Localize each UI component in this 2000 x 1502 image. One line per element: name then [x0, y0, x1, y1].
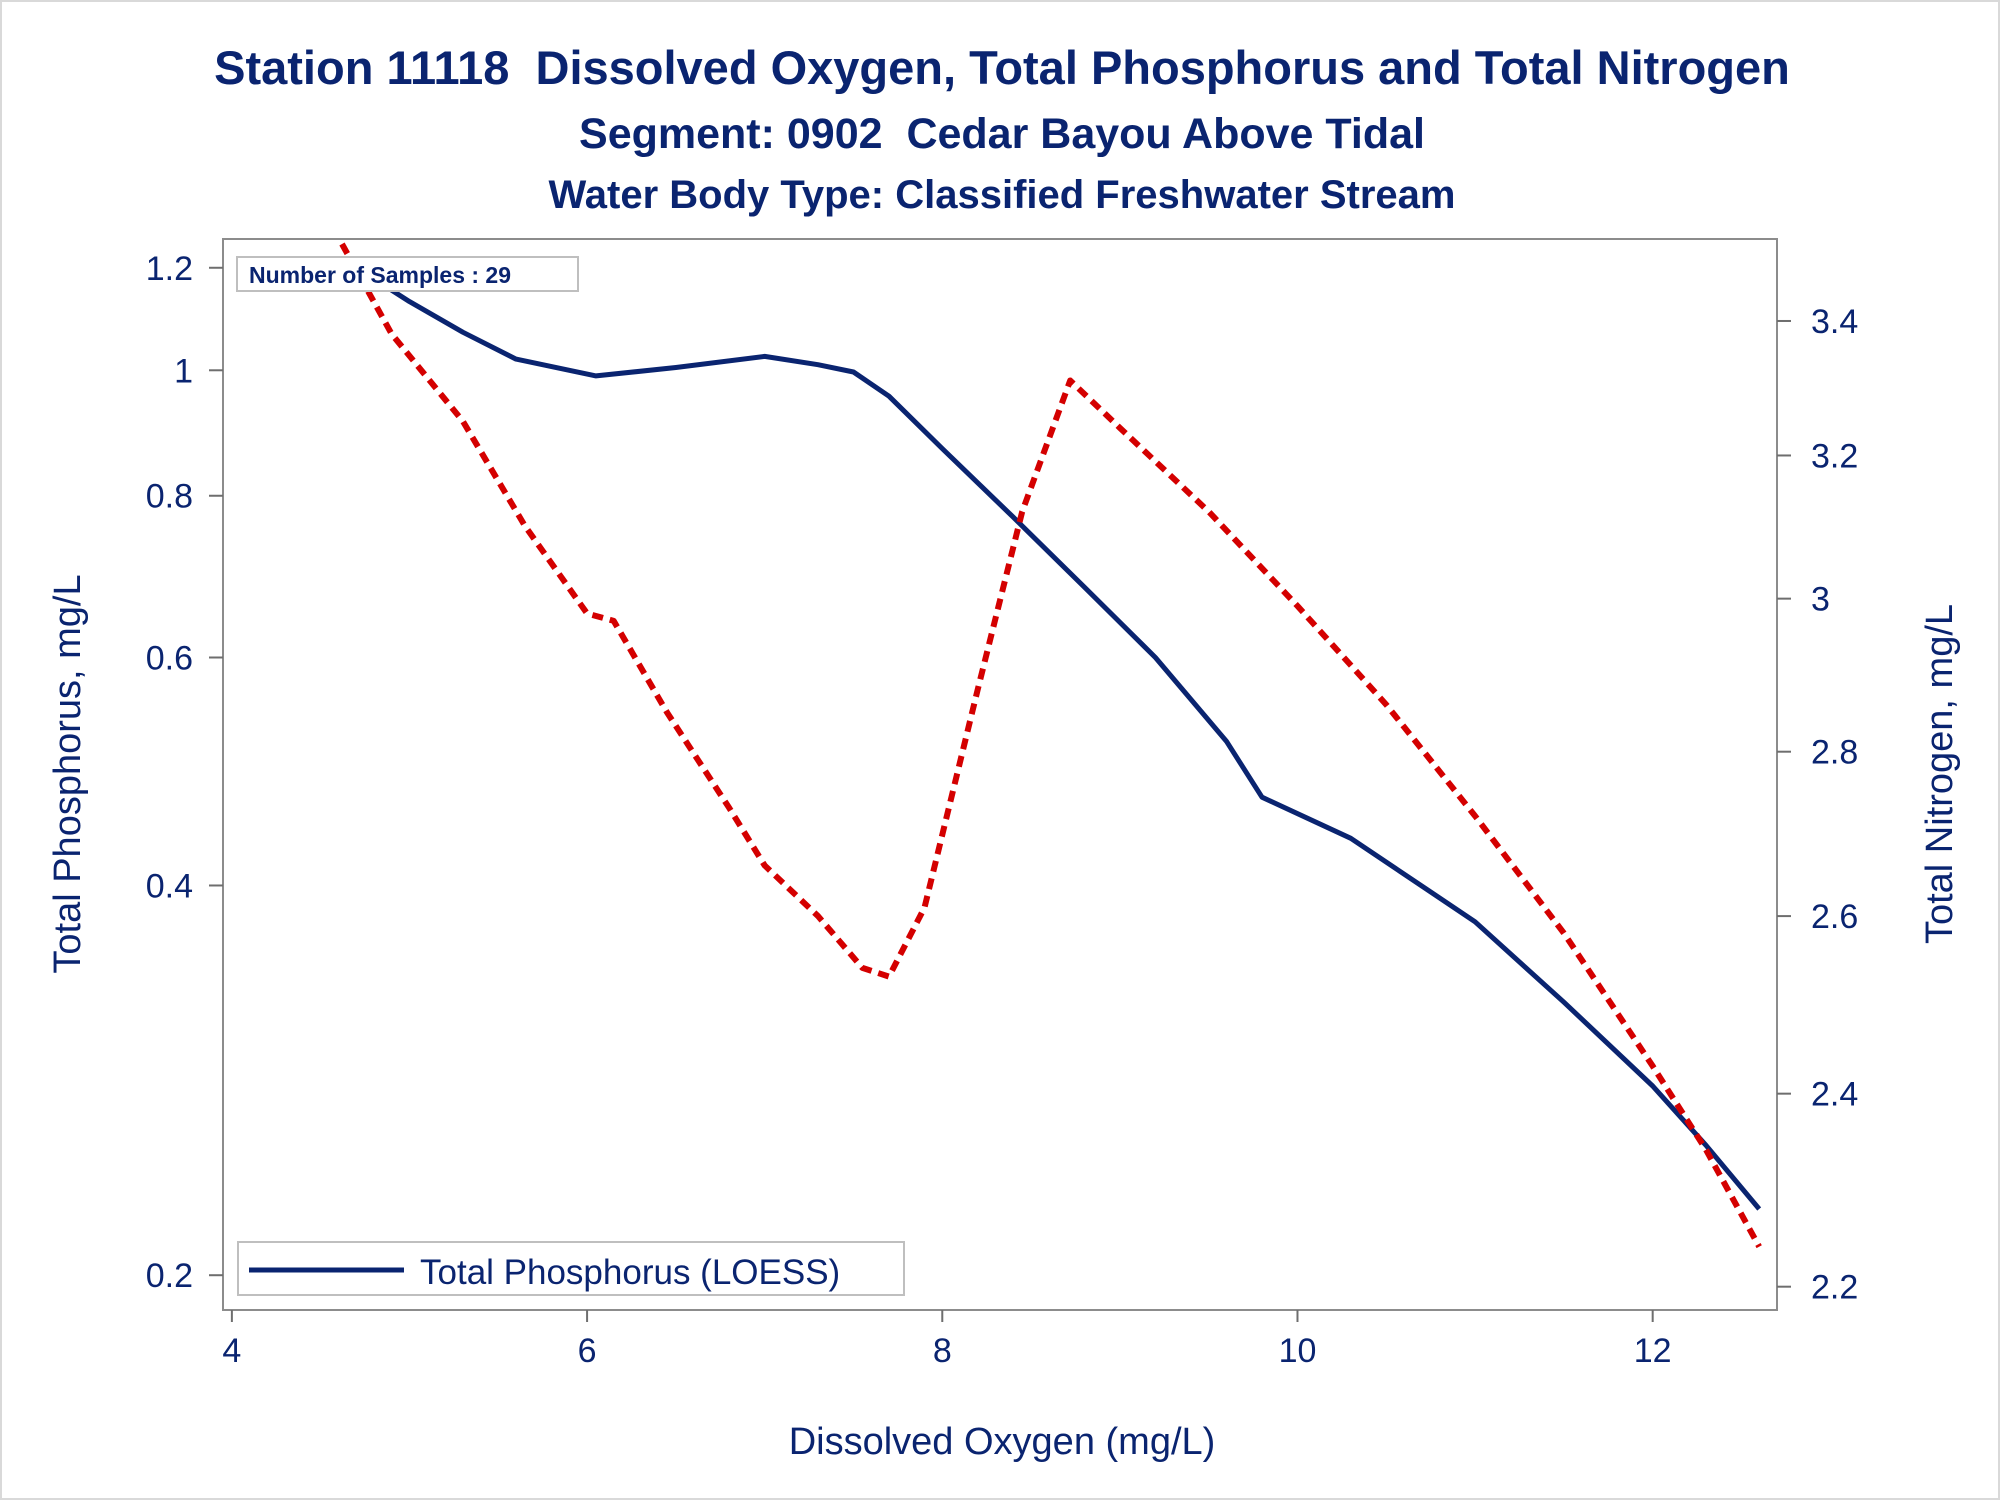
y-tick-label: 1.2 — [146, 250, 193, 288]
legend-label-total-phosphorus: Total Phosphorus (LOESS) — [420, 1253, 840, 1292]
y2-tick-label: 2.6 — [1811, 898, 1858, 936]
y2-tick-label: 3.2 — [1811, 437, 1858, 475]
sample-count-box: Number of Samples : 29 — [236, 256, 579, 292]
y-tick-label: 0.8 — [146, 478, 193, 516]
y-tick-label: 0.2 — [146, 1257, 193, 1295]
chart-title: Station 11118 Dissolved Oxygen, Total Ph… — [214, 41, 1790, 94]
series-total-phosphorus-line — [340, 256, 1762, 1211]
y-tick-label: 0.6 — [146, 640, 193, 678]
y2-tick-label: 2.8 — [1811, 734, 1858, 772]
x-tick-label: 6 — [578, 1332, 597, 1370]
chart-subtitle-2: Water Body Type: Classified Freshwater S… — [549, 173, 1456, 217]
y2-tick-label: 2.4 — [1811, 1076, 1858, 1114]
y-tick-label: 0.4 — [146, 867, 193, 905]
x-axis: 4 6 8 10 12 — [222, 1310, 1672, 1370]
sample-count-text: Number of Samples : 29 — [249, 262, 511, 288]
x-tick-label: 10 — [1279, 1332, 1317, 1370]
chart-subtitle: Segment: 0902 Cedar Bayou Above Tidal — [579, 110, 1425, 158]
x-tick-label: 4 — [222, 1332, 241, 1370]
y2-axis-label: Total Nitrogen, mg/L — [1919, 604, 1961, 944]
y-axis-right: 2.2 2.4 2.6 2.8 3 3.2 3.4 — [1777, 303, 1858, 1307]
series-layer — [339, 242, 1762, 1249]
y2-tick-label: 3 — [1811, 581, 1830, 619]
y-tick-label: 1 — [174, 352, 193, 390]
x-axis-label: Dissolved Oxygen (mg/L) — [789, 1421, 1216, 1463]
series-total-nitrogen-line — [339, 242, 1762, 1249]
y-axis-label: Total Phosphorus, mg/L — [47, 574, 89, 973]
y2-tick-label: 2.2 — [1811, 1269, 1858, 1307]
legend: Total Phosphorus (LOESS) — [237, 1241, 905, 1296]
x-tick-label: 12 — [1634, 1332, 1672, 1370]
y2-tick-label: 3.4 — [1811, 303, 1858, 341]
plot-area-border — [222, 238, 1778, 1311]
y-axis-left: 0.2 0.4 0.6 0.8 1 1.2 — [146, 250, 223, 1295]
x-tick-label: 8 — [933, 1332, 952, 1370]
